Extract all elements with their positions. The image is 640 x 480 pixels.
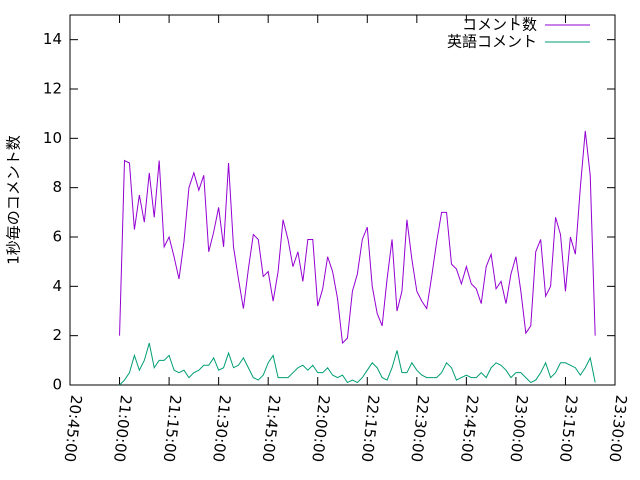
y-tick-label: 2 xyxy=(52,326,62,344)
x-tick-label: 23:00:00 xyxy=(506,394,531,463)
y-tick-label: 8 xyxy=(52,178,62,196)
y-tick-label: 10 xyxy=(43,129,62,147)
x-tick-label: 20:45:00 xyxy=(61,394,86,463)
y-tick-label: 0 xyxy=(52,376,62,394)
x-tick-label: 21:00:00 xyxy=(110,394,135,463)
y-axis-label: 1秒毎のコメント数 xyxy=(5,135,23,265)
x-tick-label: 22:45:00 xyxy=(457,394,482,463)
series-line xyxy=(119,130,596,345)
y-tick-label: 14 xyxy=(43,30,62,48)
x-tick-label: 22:00:00 xyxy=(308,394,333,463)
legend-label: 英語コメント xyxy=(447,33,537,51)
y-tick-label: 4 xyxy=(52,277,62,295)
y-tick-label: 6 xyxy=(52,228,62,246)
y-tick-label: 12 xyxy=(43,80,62,98)
x-tick-label: 22:15:00 xyxy=(358,394,383,463)
x-tick-label: 21:30:00 xyxy=(209,394,234,463)
x-tick-label: 21:15:00 xyxy=(160,394,185,463)
x-tick-label: 22:30:00 xyxy=(407,394,432,463)
plot-border xyxy=(69,14,616,386)
x-tick-label: 23:15:00 xyxy=(556,394,581,463)
x-tick-label: 23:30:00 xyxy=(606,394,631,463)
x-tick-label: 21:45:00 xyxy=(259,394,284,463)
series-line xyxy=(119,342,596,386)
legend-label: コメント数 xyxy=(462,16,537,34)
